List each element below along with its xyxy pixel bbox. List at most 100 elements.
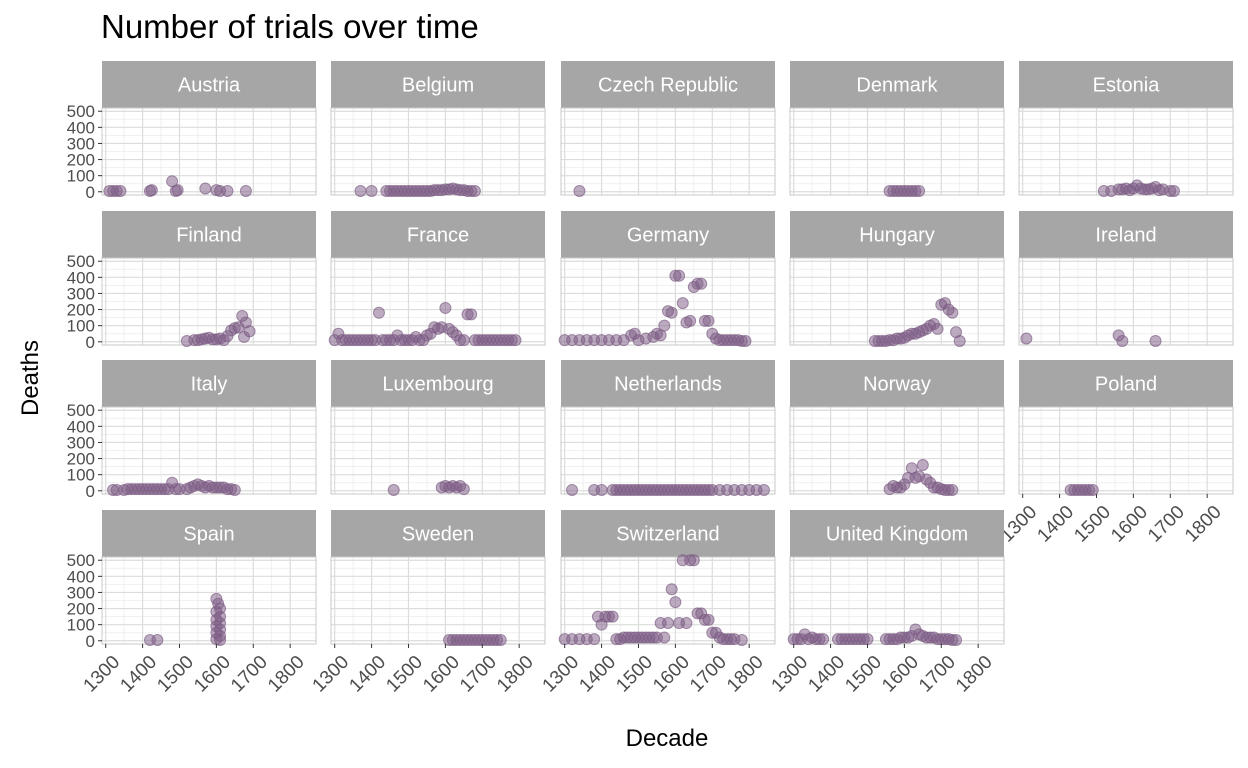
facet-strip: [790, 61, 1004, 108]
panel-border: [101, 107, 317, 196]
y-tick-label: 300: [67, 284, 95, 303]
data-point: [1116, 334, 1129, 347]
x-axis-title: Decade: [626, 725, 709, 752]
facet-strip-label: Hungary: [859, 225, 935, 247]
x-tick-label: 1300: [768, 652, 813, 697]
facet-strip: [561, 360, 775, 407]
facet-strip-label: Italy: [191, 374, 228, 396]
data-point: [221, 184, 234, 197]
panel-germany: Germany: [558, 211, 776, 347]
panel-border: [330, 556, 546, 645]
y-tick-label: 300: [67, 134, 95, 153]
panel-netherlands: Netherlands: [560, 360, 776, 496]
facet-strip: [102, 360, 316, 407]
panel-border: [560, 257, 776, 346]
y-axis-title: Deaths: [17, 340, 44, 416]
facet-strip: [102, 61, 316, 108]
y-tick-label: 0: [86, 632, 95, 651]
data-point: [1167, 184, 1180, 197]
data-point: [946, 483, 959, 496]
data-point: [739, 334, 752, 347]
data-point: [953, 334, 966, 347]
y-tick-label: 200: [67, 450, 95, 469]
panel-denmark: Denmark: [789, 61, 1005, 197]
panel-france: France: [328, 211, 546, 347]
data-point: [387, 483, 400, 496]
facet-strip-label: Czech Republic: [598, 75, 738, 97]
panel-czech-republic: Czech Republic: [560, 61, 776, 197]
data-point: [702, 314, 715, 327]
x-tick-label: 1400: [575, 652, 620, 697]
facet-strip-label: Norway: [863, 374, 931, 396]
data-point: [239, 184, 252, 197]
panel-border: [789, 406, 1005, 495]
x-tick-label: 1700: [915, 652, 960, 697]
y-tick-label: 200: [67, 151, 95, 170]
data-point: [145, 184, 158, 197]
x-tick-label: 1800: [723, 652, 768, 697]
panel-ireland: Ireland: [1018, 211, 1234, 347]
y-tick-label: 500: [67, 401, 95, 420]
y-tick-label: 100: [67, 466, 95, 485]
y-tick-label: 500: [67, 551, 95, 570]
data-point: [913, 184, 926, 197]
facet-strip-label: Austria: [178, 75, 241, 97]
x-tick-label: 1600: [190, 652, 235, 697]
data-point: [695, 277, 708, 290]
x-tick-label: 1400: [804, 652, 849, 697]
data-point: [669, 596, 682, 609]
panel-border: [101, 257, 317, 346]
data-point: [606, 610, 619, 623]
x-tick-label: 1800: [493, 652, 538, 697]
facet-strip-label: Poland: [1095, 374, 1157, 396]
x-tick-label: 1400: [345, 652, 390, 697]
data-point: [665, 306, 678, 319]
facet-strip-label: France: [407, 225, 469, 247]
x-tick-label: 1700: [227, 652, 272, 697]
facet-strip: [1019, 360, 1233, 407]
panel-norway: Norway: [789, 360, 1005, 496]
y-tick-label: 400: [67, 118, 95, 137]
data-point: [365, 184, 378, 197]
data-point: [354, 184, 367, 197]
data-point: [238, 330, 251, 343]
y-tick-label: 200: [67, 600, 95, 619]
x-tick-label: 1700: [1144, 502, 1189, 547]
data-point: [1086, 483, 1099, 496]
data-point: [702, 613, 715, 626]
data-point: [662, 617, 674, 630]
panel-border: [101, 406, 317, 495]
data-point: [595, 483, 608, 496]
facet-strip: [102, 211, 316, 258]
x-tick-label: 1300: [539, 652, 584, 697]
x-tick-label: 1800: [264, 652, 309, 697]
data-point: [171, 184, 184, 197]
data-point: [673, 269, 686, 282]
facet-strip: [331, 61, 545, 108]
y-tick-label: 500: [67, 252, 95, 271]
y-tick-label: 400: [67, 567, 95, 586]
facet-strip-label: United Kingdom: [826, 524, 968, 546]
facet-strip-label: Switzerland: [616, 524, 719, 546]
data-point: [457, 334, 470, 347]
x-tick-label: 1400: [116, 652, 161, 697]
facet-strip-label: Germany: [627, 225, 709, 247]
facet-strip-label: Finland: [176, 225, 242, 247]
facet-strip: [790, 510, 1004, 557]
facet-strip-label: Estonia: [1093, 75, 1161, 97]
x-tick-label: 1700: [686, 652, 731, 697]
x-tick-label: 1600: [1107, 502, 1152, 547]
facet-strip: [102, 510, 316, 557]
panel-luxembourg: Luxembourg: [330, 360, 546, 496]
data-point: [566, 483, 579, 496]
facet-strip-label: Denmark: [856, 75, 938, 97]
data-point: [494, 633, 507, 646]
x-tick-label: 1500: [612, 652, 657, 697]
y-tick-label: 300: [67, 433, 95, 452]
data-point: [468, 184, 481, 197]
